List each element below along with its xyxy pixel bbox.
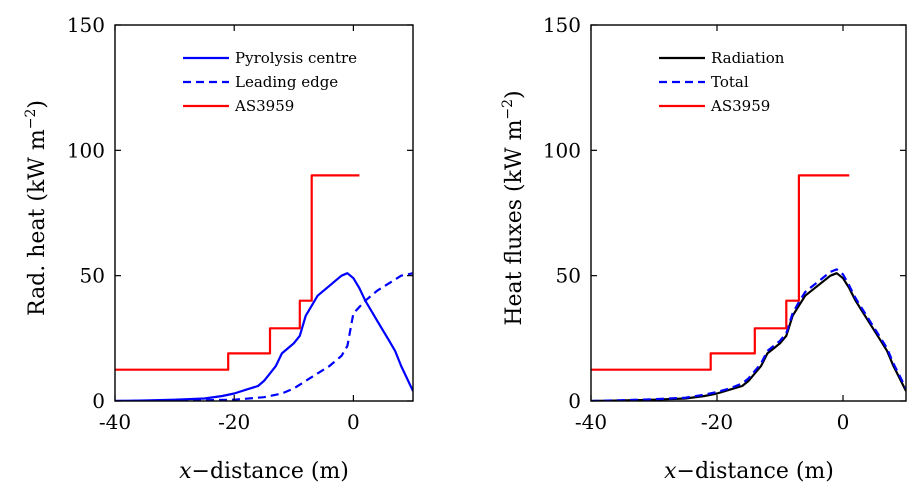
legend-label: Leading edge bbox=[235, 73, 338, 91]
y-tick-label: 150 bbox=[67, 13, 105, 37]
left-chart-panel: Rad. heat (kW m−2) x−distance (m) 0 50 100… bbox=[23, 13, 414, 484]
series-line-pyrolysis-centre bbox=[115, 272, 413, 401]
right-x-axis-label: x−distance (m) bbox=[664, 459, 834, 484]
y-tick-label: 50 bbox=[556, 264, 581, 288]
legend-label: Radiation bbox=[711, 49, 785, 67]
legend-label: AS3959 bbox=[710, 97, 770, 115]
y-tick-label: 0 bbox=[568, 389, 581, 413]
series-line-as3959 bbox=[591, 174, 850, 371]
series-line-total bbox=[591, 268, 906, 401]
x-tick-label: 0 bbox=[347, 410, 360, 434]
x-tick-label: -40 bbox=[99, 410, 131, 434]
y-tick-label: 100 bbox=[543, 138, 581, 162]
x-tick-label: 0 bbox=[837, 410, 850, 434]
left-y-axis-label: Rad. heat (kW m−2) bbox=[23, 100, 50, 316]
y-tick-label: 0 bbox=[92, 389, 105, 413]
series-line-radiation bbox=[591, 272, 906, 401]
left-x-axis-label: x−distance (m) bbox=[179, 459, 349, 484]
x-tick-label: -20 bbox=[701, 410, 733, 434]
series-line-as3959 bbox=[115, 174, 360, 371]
legend-label: Pyrolysis centre bbox=[235, 49, 357, 67]
y-tick-label: 100 bbox=[67, 138, 105, 162]
right-y-axis-label: Heat fluxes (kW m−2) bbox=[500, 90, 527, 325]
plot-frame bbox=[114, 24, 414, 402]
x-tick-label: -20 bbox=[218, 410, 250, 434]
series-line-leading-edge bbox=[115, 272, 413, 401]
plot-frame bbox=[590, 24, 907, 402]
y-tick-label: 50 bbox=[80, 264, 105, 288]
right-chart-panel: Heat fluxes (kW m−2) x−distance (m) 0 50 1… bbox=[500, 13, 907, 484]
legend-label: Total bbox=[711, 73, 749, 91]
x-tick-label: -40 bbox=[575, 410, 607, 434]
y-tick-label: 150 bbox=[543, 13, 581, 37]
legend-label: AS3959 bbox=[234, 97, 294, 115]
